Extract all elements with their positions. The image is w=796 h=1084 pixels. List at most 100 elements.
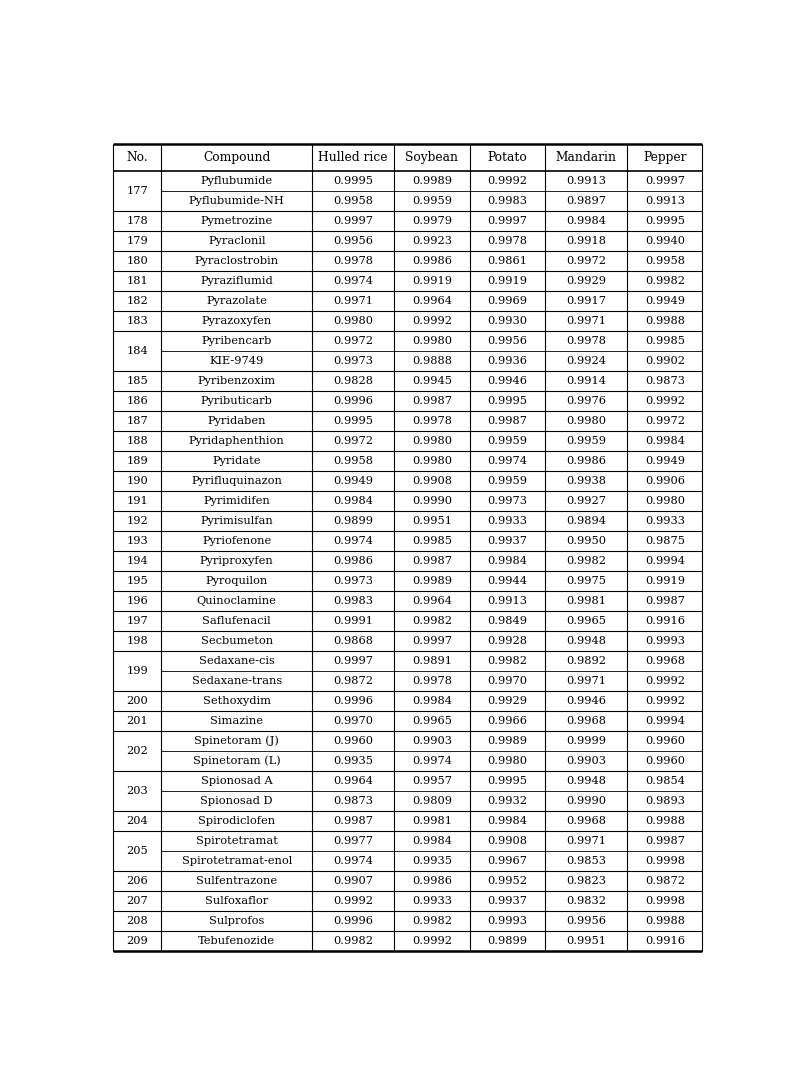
Text: Pyroquilon: Pyroquilon [205,576,268,586]
Text: Saflufenacil: Saflufenacil [202,616,271,625]
Text: 0.9951: 0.9951 [412,516,452,526]
Text: 0.9984: 0.9984 [487,556,527,566]
Text: 0.9986: 0.9986 [334,556,373,566]
Text: 186: 186 [127,396,148,405]
Text: 0.9982: 0.9982 [566,556,606,566]
Text: 0.9832: 0.9832 [566,895,606,906]
Text: 0.9924: 0.9924 [566,356,606,366]
Text: 0.9873: 0.9873 [334,796,373,805]
Text: 0.9916: 0.9916 [645,935,685,946]
Text: 0.9891: 0.9891 [412,656,452,666]
Text: 0.9994: 0.9994 [645,715,685,726]
Text: 181: 181 [127,276,148,286]
Text: 0.9978: 0.9978 [412,416,452,426]
Text: 0.9907: 0.9907 [334,876,373,886]
Text: 0.9992: 0.9992 [412,935,452,946]
Text: 0.9984: 0.9984 [412,696,452,706]
Text: 0.9972: 0.9972 [334,436,373,446]
Text: 0.9949: 0.9949 [645,296,685,306]
Text: 0.9956: 0.9956 [566,916,606,926]
Text: 0.9974: 0.9974 [334,535,373,546]
Text: 0.9902: 0.9902 [645,356,685,366]
Text: 0.9906: 0.9906 [645,476,685,486]
Text: Pyridate: Pyridate [213,456,261,466]
Text: 0.9985: 0.9985 [645,336,685,346]
Text: 0.9986: 0.9986 [566,456,606,466]
Text: 0.9894: 0.9894 [566,516,606,526]
Text: 0.9971: 0.9971 [566,676,606,686]
Text: 0.9893: 0.9893 [645,796,685,805]
Text: 0.9986: 0.9986 [412,256,452,266]
Text: 0.9853: 0.9853 [566,856,606,866]
Text: 0.9984: 0.9984 [645,436,685,446]
Text: 0.9873: 0.9873 [645,376,685,386]
Text: 0.9916: 0.9916 [645,616,685,625]
Text: Hulled rice: Hulled rice [318,151,388,164]
Text: 0.9979: 0.9979 [412,216,452,225]
Text: 0.9959: 0.9959 [487,476,527,486]
Text: Pyflubumide-NH: Pyflubumide-NH [189,196,285,206]
Text: 0.9960: 0.9960 [334,736,373,746]
Text: 0.9968: 0.9968 [566,715,606,726]
Text: 0.9919: 0.9919 [487,276,527,286]
Text: Compound: Compound [203,151,271,164]
Text: 198: 198 [127,636,148,646]
Text: 189: 189 [127,456,148,466]
Text: Pyribencarb: Pyribencarb [201,336,272,346]
Text: 0.9982: 0.9982 [412,616,452,625]
Text: 0.9998: 0.9998 [645,856,685,866]
Text: 0.9995: 0.9995 [334,416,373,426]
Text: 0.9935: 0.9935 [334,756,373,766]
Text: 0.9933: 0.9933 [412,895,452,906]
Text: Soybean: Soybean [405,151,458,164]
Text: Pyributicarb: Pyributicarb [201,396,273,405]
Text: 0.9946: 0.9946 [566,696,606,706]
Text: 0.9997: 0.9997 [645,176,685,186]
Text: 0.9919: 0.9919 [412,276,452,286]
Text: 0.9981: 0.9981 [412,816,452,826]
Text: 0.9897: 0.9897 [566,196,606,206]
Text: 0.9974: 0.9974 [487,456,527,466]
Text: 0.9928: 0.9928 [487,636,527,646]
Text: 0.9992: 0.9992 [645,696,685,706]
Text: 205: 205 [127,846,148,856]
Text: 0.9875: 0.9875 [645,535,685,546]
Text: 0.9888: 0.9888 [412,356,452,366]
Text: 0.9980: 0.9980 [412,436,452,446]
Text: Pepper: Pepper [643,151,686,164]
Text: 0.9982: 0.9982 [645,276,685,286]
Text: 0.9984: 0.9984 [566,216,606,225]
Text: 0.9997: 0.9997 [412,636,452,646]
Text: 0.9892: 0.9892 [566,656,606,666]
Text: 0.9971: 0.9971 [566,315,606,326]
Text: 177: 177 [127,186,148,196]
Text: 188: 188 [127,436,148,446]
Text: 208: 208 [127,916,148,926]
Text: Pyrifluquinazon: Pyrifluquinazon [191,476,282,486]
Text: 0.9992: 0.9992 [645,396,685,405]
Text: 0.9952: 0.9952 [487,876,527,886]
Text: 0.9995: 0.9995 [645,216,685,225]
Text: 0.9958: 0.9958 [645,256,685,266]
Text: 0.9990: 0.9990 [412,495,452,506]
Text: 0.9903: 0.9903 [412,736,452,746]
Text: 0.9949: 0.9949 [334,476,373,486]
Text: 0.9995: 0.9995 [334,176,373,186]
Text: Spirotetramat: Spirotetramat [196,836,278,846]
Text: 0.9982: 0.9982 [412,916,452,926]
Text: 0.9980: 0.9980 [487,756,527,766]
Text: Sethoxydim: Sethoxydim [203,696,271,706]
Text: 0.9965: 0.9965 [566,616,606,625]
Text: 0.9990: 0.9990 [566,796,606,805]
Text: 182: 182 [127,296,148,306]
Text: 0.9989: 0.9989 [412,176,452,186]
Text: 0.9957: 0.9957 [412,776,452,786]
Text: 0.9932: 0.9932 [487,796,527,805]
Text: 0.9977: 0.9977 [334,836,373,846]
Text: Pyridaphenthion: Pyridaphenthion [189,436,285,446]
Text: Simazine: Simazine [210,715,263,726]
Text: 0.9959: 0.9959 [487,436,527,446]
Text: 193: 193 [127,535,148,546]
Text: Sulprofos: Sulprofos [209,916,264,926]
Text: 0.9984: 0.9984 [412,836,452,846]
